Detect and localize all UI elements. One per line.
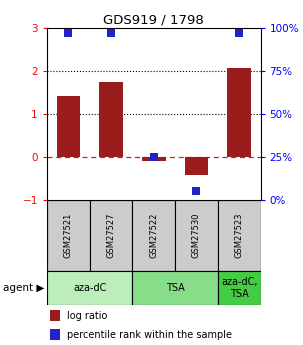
Title: GDS919 / 1798: GDS919 / 1798 (103, 13, 204, 27)
Bar (185, 157, 208, 175)
Point (151, 154, 156, 160)
Text: TSA: TSA (166, 283, 185, 293)
Text: GSM27530: GSM27530 (192, 213, 201, 258)
Point (194, 189, 199, 194)
Text: agent ▶: agent ▶ (3, 283, 45, 293)
Bar (57, 96, 80, 157)
Bar (50, 310, 60, 321)
Bar (47, 271, 132, 305)
Bar (228, 68, 251, 157)
Bar (132, 271, 218, 305)
Bar (47, 200, 90, 271)
Point (237, 30, 242, 36)
Bar (90, 200, 132, 271)
Point (66, 30, 71, 36)
Text: GSM27527: GSM27527 (107, 213, 115, 258)
Text: GSM27522: GSM27522 (149, 213, 158, 258)
Text: percentile rank within the sample: percentile rank within the sample (67, 331, 231, 341)
Point (108, 30, 113, 36)
Bar (50, 329, 60, 340)
Text: GSM27521: GSM27521 (64, 213, 73, 258)
Bar (99, 81, 123, 157)
Text: aza-dC: aza-dC (73, 283, 106, 293)
Bar (218, 271, 261, 305)
Text: GSM27523: GSM27523 (235, 213, 244, 258)
Bar (218, 200, 261, 271)
Text: log ratio: log ratio (67, 312, 107, 322)
Bar (132, 200, 175, 271)
Bar (175, 200, 218, 271)
Text: aza-dC,
TSA: aza-dC, TSA (221, 277, 258, 299)
Bar (142, 157, 165, 161)
